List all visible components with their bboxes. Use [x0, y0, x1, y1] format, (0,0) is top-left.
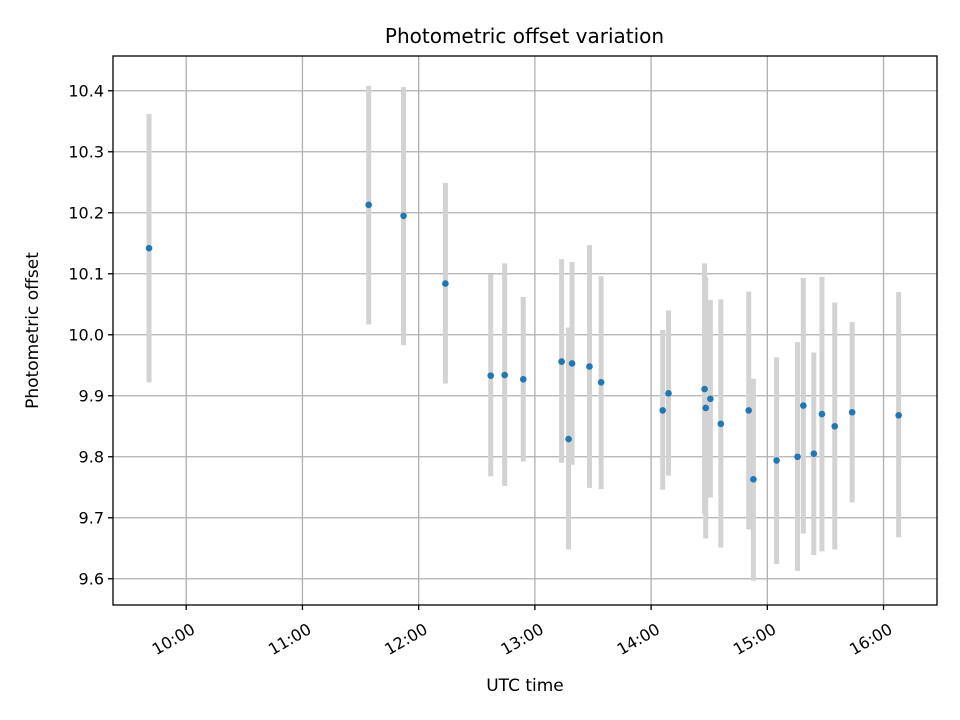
data-point — [702, 404, 710, 412]
data-point — [745, 407, 753, 414]
data-point — [665, 390, 672, 397]
data-point — [794, 453, 801, 461]
y-tick-label: 10.0 — [68, 325, 104, 344]
x-axis-label: UTC time — [486, 676, 564, 696]
data-point — [818, 410, 826, 418]
y-tick-label: 10.1 — [68, 264, 104, 283]
y-tick-label: 10.3 — [68, 142, 104, 161]
data-point — [659, 407, 667, 414]
data-point — [810, 450, 818, 458]
y-tick-label: 9.7 — [79, 508, 104, 527]
data-point — [800, 402, 807, 409]
data-point — [750, 476, 757, 483]
y-tick-label: 9.8 — [79, 447, 104, 466]
data-point — [558, 358, 565, 365]
plot-frame — [112, 55, 938, 606]
data-points — [145, 201, 902, 483]
data-point — [442, 280, 449, 287]
y-tick-label: 10.4 — [68, 81, 104, 100]
data-point — [831, 422, 839, 430]
data-point — [701, 385, 708, 393]
data-point — [597, 379, 605, 386]
y-axis-label: Photometric offset — [23, 252, 43, 409]
y-tick-label: 9.6 — [79, 569, 104, 588]
data-point — [145, 244, 153, 252]
y-tick-label: 10.2 — [68, 203, 104, 222]
data-point — [717, 420, 725, 428]
data-point — [586, 363, 593, 370]
chart-title: Photometric offset variation — [385, 24, 664, 48]
data-point — [400, 212, 407, 220]
data-point — [568, 360, 576, 367]
data-point — [707, 395, 714, 403]
y-tick-label: 9.9 — [79, 386, 104, 405]
data-point — [848, 408, 856, 416]
data-point — [519, 376, 527, 383]
data-point — [773, 457, 780, 464]
data-point — [895, 411, 902, 419]
data-point — [365, 201, 372, 209]
data-point — [487, 372, 495, 379]
data-point — [565, 435, 572, 443]
data-point — [501, 371, 508, 379]
